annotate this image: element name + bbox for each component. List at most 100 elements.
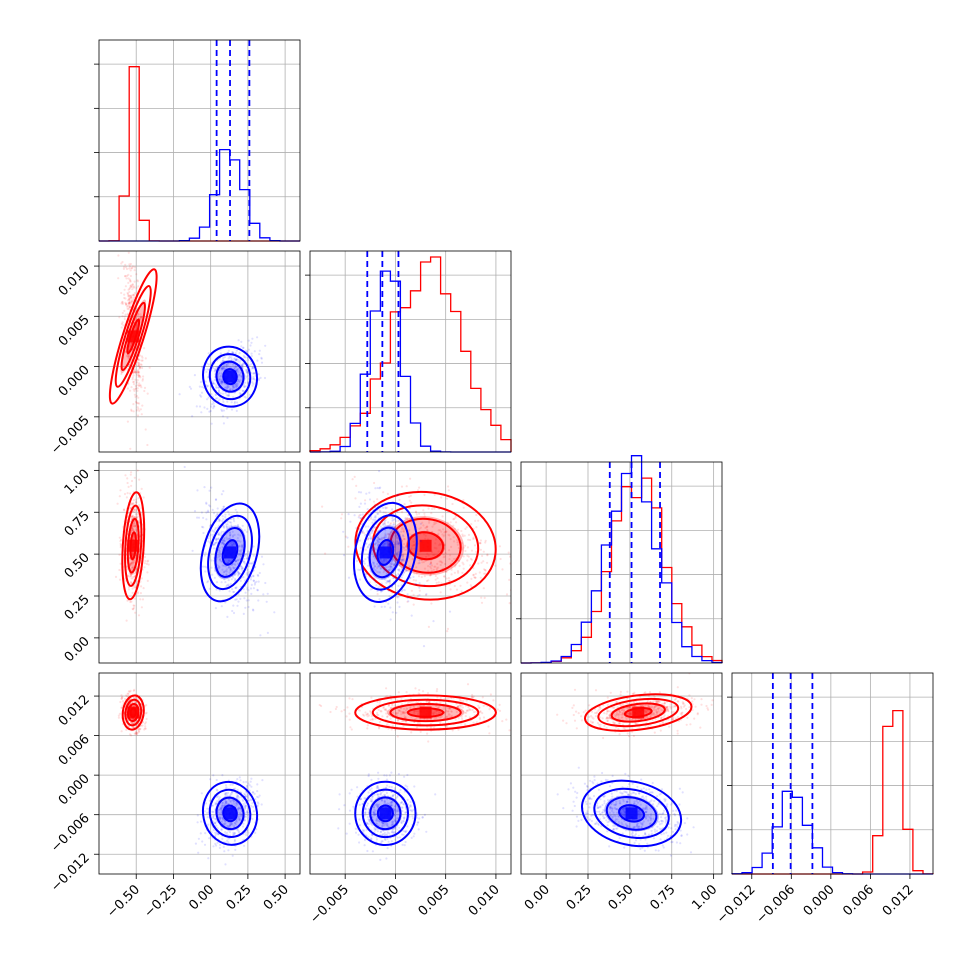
scatter-point	[246, 588, 249, 591]
scatter-point	[383, 569, 386, 572]
scatter-point	[417, 713, 420, 716]
scatter-point	[445, 715, 448, 718]
scatter-point	[362, 532, 366, 535]
scatter-point	[374, 505, 377, 508]
scatter-point	[447, 707, 450, 710]
scatter-point	[403, 538, 406, 541]
scatter-point	[379, 558, 383, 561]
scatter-point	[394, 541, 397, 544]
scatter-point	[462, 555, 465, 558]
scatter-point	[359, 502, 362, 505]
scatter-point	[136, 387, 139, 390]
scatter-point	[394, 562, 397, 565]
scatter-point	[373, 577, 376, 580]
scatter-point	[369, 718, 372, 721]
scatter-point	[206, 807, 209, 810]
scatter-point	[405, 548, 408, 551]
scatter-point	[427, 569, 430, 572]
scatter-point	[134, 732, 137, 735]
scatter-point	[238, 373, 241, 376]
scatter-point	[130, 561, 133, 564]
scatter-point	[219, 375, 222, 378]
scatter-point	[260, 555, 264, 558]
scatter-point	[238, 818, 241, 822]
scatter-point	[121, 321, 124, 324]
scatter-point	[228, 531, 231, 534]
scatter-point	[128, 265, 131, 268]
scatter-point	[374, 487, 377, 490]
scatter-point	[221, 519, 224, 523]
scatter-point	[372, 561, 375, 564]
scatter-point	[234, 577, 237, 581]
scatter-point	[231, 543, 234, 546]
scatter-point	[443, 544, 446, 547]
scatter-point	[247, 589, 250, 592]
scatter-point	[215, 386, 218, 390]
scatter-point	[230, 401, 233, 404]
scatter-point	[212, 814, 215, 817]
scatter-point	[262, 563, 265, 566]
scatter-point	[120, 326, 123, 329]
scatter-point	[209, 409, 212, 413]
scatter-point	[232, 567, 235, 570]
scatter-point	[361, 513, 364, 516]
scatter-point	[250, 562, 254, 565]
scatter-point	[222, 543, 225, 546]
scatter-point	[224, 802, 227, 805]
contour-line	[354, 490, 497, 601]
scatter-point	[378, 585, 381, 588]
scatter-point	[132, 371, 135, 374]
scatter-point	[119, 542, 122, 546]
scatter-point	[414, 510, 418, 513]
scatter-point	[422, 561, 425, 564]
scatter-point	[445, 530, 448, 533]
scatter-point	[138, 370, 141, 374]
scatter-point	[213, 370, 216, 373]
scatter-point	[123, 266, 126, 269]
scatter-point	[127, 725, 130, 728]
scatter-point	[465, 526, 468, 529]
scatter-point	[211, 573, 214, 576]
scatter-point	[367, 537, 370, 540]
scatter-point	[223, 564, 226, 567]
scatter-point	[210, 486, 213, 489]
scatter-point	[369, 536, 372, 539]
scatter-point	[132, 294, 135, 297]
scatter-point	[215, 581, 219, 584]
scatter-point	[118, 495, 121, 498]
scatter-point	[129, 507, 132, 510]
scatter-point	[371, 577, 374, 580]
scatter-point	[219, 382, 222, 385]
scatter-point	[125, 266, 128, 269]
scatter-point	[383, 537, 386, 540]
scatter-point	[473, 710, 476, 714]
scatter-point	[195, 405, 198, 408]
scatter-point	[439, 542, 442, 546]
scatter-point	[248, 393, 251, 396]
scatter-point	[218, 380, 222, 383]
scatter-point	[386, 695, 389, 698]
scatter-point	[410, 501, 413, 504]
scatter-point	[439, 716, 442, 719]
scatter-point	[124, 301, 127, 304]
scatter-point	[245, 573, 248, 576]
scatter-point	[401, 703, 404, 706]
density-peak	[224, 546, 237, 559]
scatter-point	[237, 571, 240, 574]
scatter-point	[215, 384, 218, 387]
scatter-point	[430, 562, 433, 565]
scatter-point	[246, 811, 249, 814]
scatter-point	[221, 804, 224, 807]
scatter-point	[224, 833, 227, 836]
scatter-point	[239, 549, 243, 552]
scatter-point	[237, 600, 240, 603]
scatter-point	[242, 799, 245, 803]
scatter-point	[401, 558, 404, 561]
scatter-point	[243, 804, 246, 807]
scatter-point	[397, 572, 400, 575]
scatter-point	[226, 386, 229, 389]
scatter-point	[201, 840, 204, 843]
scatter-point	[382, 523, 385, 527]
scatter-point	[388, 579, 391, 583]
scatter-point	[232, 542, 235, 545]
